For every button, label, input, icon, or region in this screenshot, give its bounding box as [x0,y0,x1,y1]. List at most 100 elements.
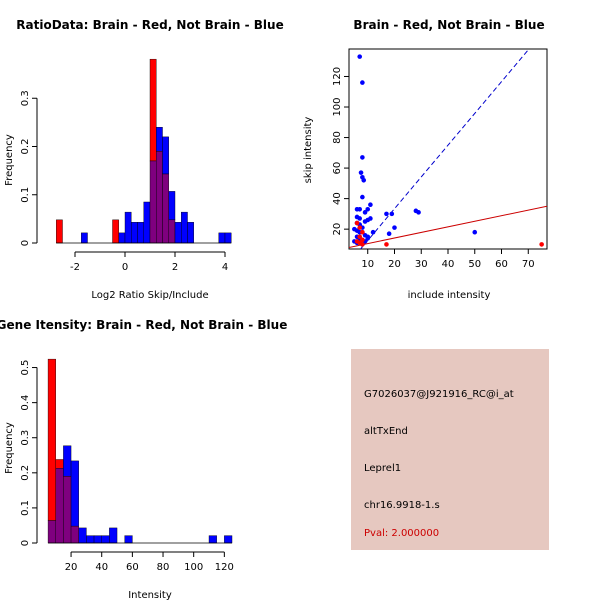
y-tick-label: 0.4 [20,395,31,411]
intensity-histogram-ylabel: Frequency [4,422,15,474]
ratio-histogram-xlabel: Log2 Ratio Skip/Include [91,290,208,301]
info-pval: Pval: 2.000000 [364,528,439,539]
not-brain-point [357,216,363,221]
not-brain-bar [124,535,133,544]
y-tick-label: 20 [332,223,343,236]
intensity-histogram-axes: 20 40 60 80 100 120 0 0.1 0.2 0.3 0.4 0.5 [20,360,234,573]
not-brain-point [360,194,365,200]
not-brain-point [357,207,363,212]
not-brain-point [368,202,373,208]
brain-bar [149,58,157,162]
not-brain-bar [181,211,188,244]
x-tick-label: 80 [157,562,170,573]
y-tick-label: 0 [20,540,31,546]
not-brain-point [365,236,371,241]
not-brain-bar [174,222,182,244]
y-tick-label: 0.1 [20,500,31,516]
x-tick-label: 20 [65,562,78,573]
not-brain-point [357,54,363,59]
x-tick-label: -2 [70,262,80,273]
y-tick-label: 0 [20,240,31,246]
not-brain-point [362,210,368,215]
x-tick-label: 70 [522,259,535,270]
x-tick-label: 60 [495,259,508,270]
info-event-type: altTxEnd [364,426,408,437]
not-brain-point [392,225,397,230]
brain-bar [56,219,63,244]
scatter-xlabel: include intensity [408,290,491,301]
overlap-bar [47,520,56,544]
info-panel-background [351,349,549,550]
x-tick-label: 20 [388,259,401,270]
scatter-axes: 10 20 30 40 50 60 70 20 40 60 80 100 120 [332,67,535,270]
y-tick-label: 0.2 [20,465,31,481]
not-brain-point [368,216,373,221]
not-brain-bar [124,211,132,244]
x-tick-label: 50 [468,259,481,270]
brain-point [354,220,360,226]
not-brain-bar [208,535,217,544]
brain-point [539,242,544,247]
info-gene-name: Leprel1 [364,463,401,474]
not-brain-bar [63,445,72,477]
intensity-histogram-bars [47,358,233,544]
y-tick-label: 0.3 [20,430,31,446]
not-brain-bar [143,201,151,244]
overlap-bar [55,468,64,544]
x-tick-label: 0 [122,262,128,273]
not-brain-bar [218,232,226,244]
not-brain-point [360,80,365,85]
not-brain-point [360,155,365,160]
overlap-bar [70,525,79,544]
info-probe-id: G7026037@J921916_RC@i_at [364,389,514,400]
x-tick-label: 4 [222,262,228,273]
intensity-histogram-xlabel: Intensity [128,590,172,600]
brain-fit-line [349,205,547,248]
scatter-ylabel: skip intensity [303,117,314,184]
intensity-histogram-panel: Gene Itensity: Brain - Red, Not Brain - … [0,318,287,600]
not-brain-bar [86,535,95,544]
intensity-histogram-title: Gene Itensity: Brain - Red, Not Brain - … [0,318,287,332]
y-tick-label: 0.3 [20,90,31,106]
ratio-histogram-ylabel: Frequency [4,134,15,186]
not-brain-point [361,177,367,183]
brain-point [360,242,365,247]
not-brain-bar [118,232,126,244]
not-brain-bar [70,460,79,527]
not-brain-bar [131,222,138,244]
scatter-fit-lines [349,49,547,249]
not-brain-point [389,211,395,217]
brain-bar [112,219,119,244]
brain-point [360,237,365,243]
not-brain-point [472,229,478,235]
ratio-histogram-title: RatioData: Brain - Red, Not Brain - Blue [16,18,283,32]
not-brain-point [416,210,421,215]
y-tick-label: 0.2 [20,139,31,155]
y-tick-label: 120 [332,67,343,86]
x-tick-label: 40 [95,562,108,573]
not-brain-point [370,229,376,235]
brain-bar [55,459,64,469]
brain-point [357,225,363,230]
not-brain-bar [137,222,144,244]
ratio-histogram-panel: RatioData: Brain - Red, Not Brain - Blue… [4,18,284,301]
y-tick-label: 80 [332,131,343,144]
y-tick-label: 0.1 [20,187,31,203]
not-brain-fit-line [359,49,530,249]
x-tick-label: 60 [126,562,139,573]
not-brain-bar [78,527,87,544]
scatter-points [352,54,544,247]
ratio-histogram-bars [56,58,232,244]
not-brain-bar [162,136,169,175]
not-brain-bar [93,535,102,544]
info-panel: G7026037@J921916_RC@i_at altTxEnd Leprel… [351,349,549,550]
not-brain-point [384,211,389,217]
not-brain-bar [168,191,176,221]
x-tick-label: 40 [442,259,455,270]
not-brain-bar [224,232,232,244]
scatter-title: Brain - Red, Not Brain - Blue [353,18,544,32]
not-brain-bar [101,535,110,544]
not-brain-bar [156,126,163,152]
y-tick-label: 40 [332,192,343,205]
